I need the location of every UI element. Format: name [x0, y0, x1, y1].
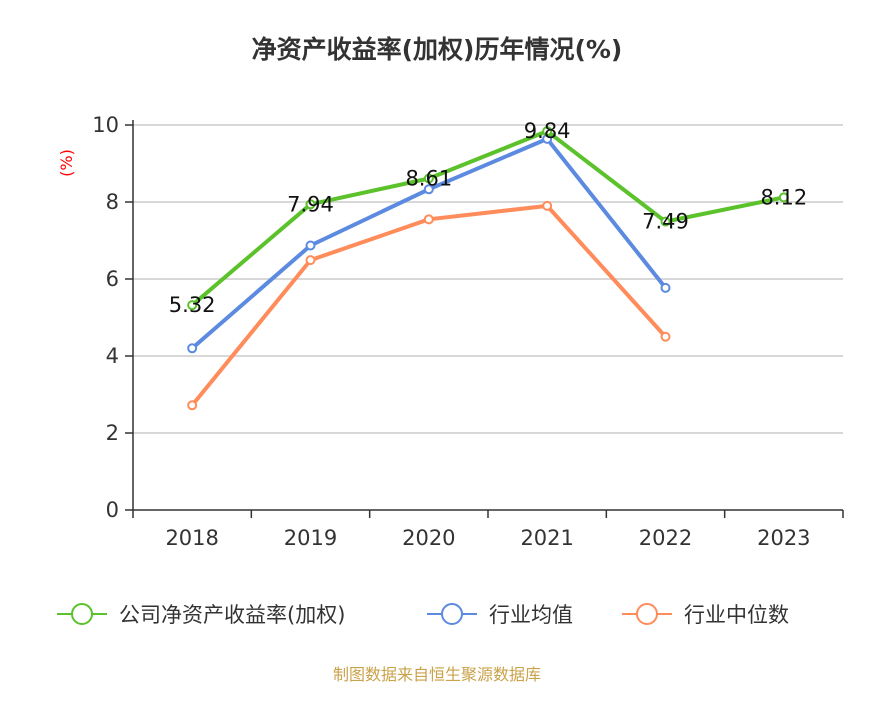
axes: 0 2 4 6 8 10 2018 2019 2020 2021 2022 2023 — [92, 113, 844, 550]
data-point[interactable] — [423, 173, 434, 184]
data-label: 9.84 — [524, 119, 571, 143]
y-tick-label: 2 — [106, 421, 119, 445]
legend-item[interactable]: 行业均值 — [427, 603, 573, 627]
data-point[interactable] — [423, 214, 434, 225]
chart-title: 净资产收益率(加权)历年情况(%) — [252, 35, 623, 64]
series-line — [190, 203, 667, 407]
grid — [133, 124, 843, 434]
data-point[interactable] — [423, 184, 434, 195]
data-point[interactable] — [187, 400, 198, 411]
data-point[interactable] — [305, 255, 316, 266]
legend-label: 行业中位数 — [684, 603, 789, 627]
x-tick-label: 2021 — [520, 526, 573, 550]
legend-label: 行业均值 — [489, 603, 573, 627]
y-tick-label: 0 — [106, 498, 119, 522]
data-label: 5.32 — [169, 293, 216, 317]
x-tick-label: 2019 — [284, 526, 337, 550]
legend-circle-icon — [441, 603, 463, 625]
x-tick-label: 2022 — [639, 526, 692, 550]
series-group — [187, 126, 789, 411]
x-tick-label: 2020 — [402, 526, 455, 550]
y-tick-label: 6 — [106, 267, 119, 291]
data-point[interactable] — [305, 240, 316, 251]
y-tick-label: 8 — [106, 190, 119, 214]
y-axis-unit: (%) — [57, 149, 76, 177]
legend-label: 公司净资产收益率(加权) — [119, 603, 345, 627]
legend-item[interactable]: 公司净资产收益率(加权) — [57, 603, 345, 627]
data-point[interactable] — [660, 331, 671, 342]
data-label: 7.49 — [642, 210, 689, 234]
y-tick-label: 4 — [106, 344, 119, 368]
source-note: 制图数据来自恒生聚源数据库 — [333, 665, 541, 684]
series-line — [190, 129, 785, 307]
data-point[interactable] — [660, 282, 671, 293]
data-point[interactable] — [542, 126, 553, 137]
y-tick-label: 10 — [92, 113, 119, 137]
data-labels: 5.32 7.94 8.61 9.84 7.49 8.12 — [169, 119, 807, 317]
x-tick-label: 2018 — [165, 526, 218, 550]
data-label: 7.94 — [287, 192, 334, 216]
data-point[interactable] — [305, 199, 316, 210]
legend[interactable]: 公司净资产收益率(加权) 行业均值 行业中位数 — [57, 603, 789, 627]
data-point[interactable] — [660, 216, 671, 227]
data-point[interactable] — [187, 343, 198, 354]
legend-circle-icon — [636, 603, 658, 625]
legend-circle-icon — [71, 603, 93, 625]
data-label: 8.12 — [760, 185, 807, 209]
data-point[interactable] — [778, 192, 789, 203]
data-label: 8.61 — [405, 167, 452, 191]
x-tick-label: 2023 — [757, 526, 810, 550]
data-point[interactable] — [187, 300, 198, 311]
data-point[interactable] — [542, 200, 553, 211]
legend-item[interactable]: 行业中位数 — [622, 603, 789, 627]
